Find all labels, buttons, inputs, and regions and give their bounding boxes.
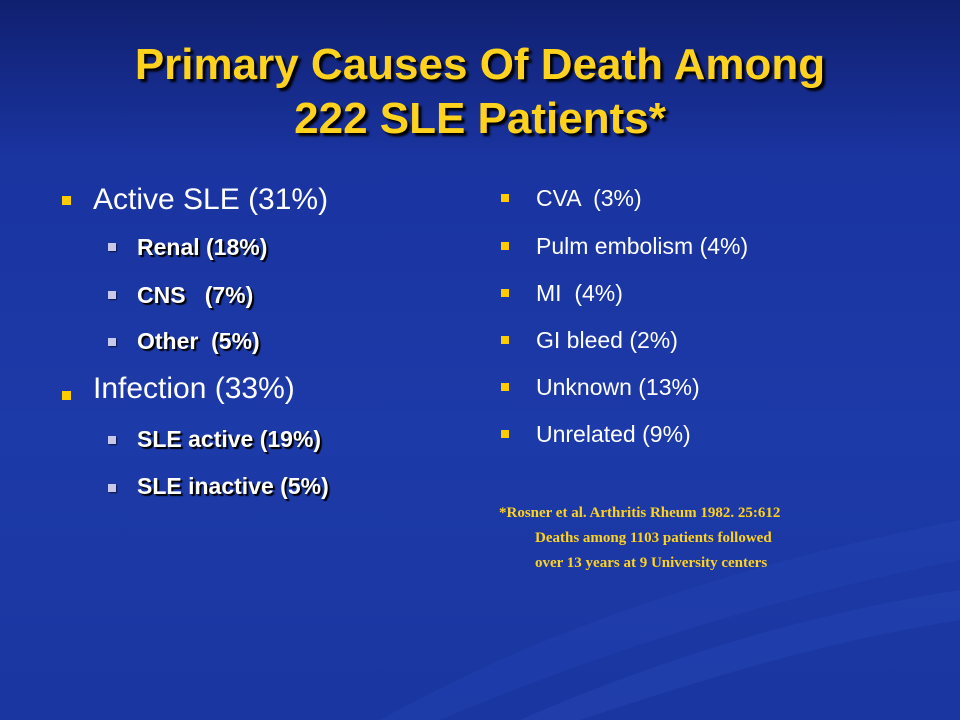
square-bullet-icon — [108, 436, 116, 444]
square-bullet-icon — [501, 336, 509, 344]
reference-note-line-2: over 13 years at 9 University centers — [535, 555, 768, 571]
slide-title-line-2: 222 SLE Patients* — [294, 94, 666, 143]
list-item-unrelated: Unrelated (9%) — [536, 421, 691, 447]
square-bullet-icon — [501, 430, 509, 438]
list-item-active-sle: Active SLE (31%) — [93, 183, 329, 216]
list-item-mi: MI (4%) — [536, 280, 623, 306]
sub-item-renal: Renal (18%) — [137, 234, 268, 260]
sub-item-sle-active: SLE active (19%) — [137, 426, 322, 452]
slide-title-line-1: Primary Causes Of Death Among — [134, 40, 826, 89]
reference-citation: *Rosner et al. Arthritis Rheum 1982. 25:… — [499, 505, 781, 521]
square-bullet-icon — [501, 242, 509, 250]
square-bullet-icon — [501, 383, 509, 391]
square-bullet-icon — [62, 391, 71, 400]
square-bullet-icon — [108, 338, 116, 346]
list-item-pulm-embolism: Pulm embolism (4%) — [536, 233, 749, 259]
square-bullet-icon — [108, 484, 116, 492]
list-item-cva: CVA (3%) — [536, 185, 642, 211]
square-bullet-icon — [501, 194, 509, 202]
sub-item-cns: CNS (7%) — [137, 282, 254, 308]
square-bullet-icon — [108, 291, 116, 299]
list-item-infection: Infection (33%) — [93, 372, 295, 405]
list-item-gi-bleed: GI bleed (2%) — [536, 327, 678, 353]
sub-item-other: Other (5%) — [137, 328, 260, 354]
reference-note-line-1: Deaths among 1103 patients followed — [535, 530, 772, 546]
list-item-unknown: Unknown (13%) — [536, 374, 700, 400]
square-bullet-icon — [501, 289, 509, 297]
square-bullet-icon — [62, 196, 71, 205]
square-bullet-icon — [108, 243, 116, 251]
sub-item-sle-inactive: SLE inactive (5%) — [137, 473, 329, 499]
